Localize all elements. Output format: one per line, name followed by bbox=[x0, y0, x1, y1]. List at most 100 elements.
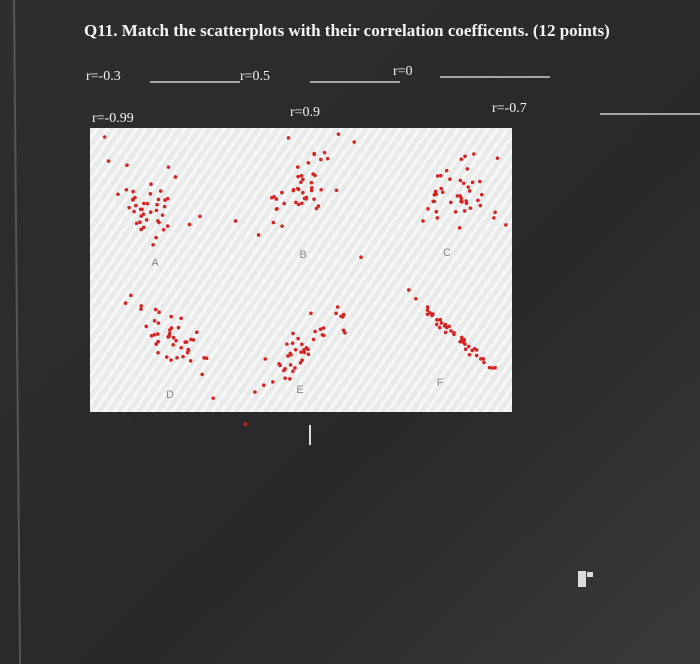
scatter-dot bbox=[291, 369, 295, 374]
scatter-dot bbox=[438, 317, 443, 322]
scatter-dot bbox=[233, 219, 238, 223]
scatter-dot bbox=[472, 346, 477, 351]
scatter-dot bbox=[156, 321, 161, 325]
scatter-dot bbox=[306, 352, 311, 357]
scatter-dot bbox=[425, 305, 430, 309]
scatter-dot bbox=[463, 154, 467, 159]
scatter-dot bbox=[171, 343, 175, 347]
scatter-dot bbox=[152, 318, 157, 323]
scatter-dot bbox=[495, 156, 500, 160]
scatter-dot bbox=[463, 347, 468, 352]
scatter-dot bbox=[288, 363, 293, 367]
scatter-dot bbox=[174, 338, 178, 343]
scatter-dot bbox=[125, 163, 129, 168]
scatter-dot bbox=[474, 353, 479, 358]
scatter-dot bbox=[309, 180, 314, 185]
scatter-dot bbox=[296, 336, 300, 341]
scatter-dot bbox=[270, 195, 274, 200]
scatter-dot bbox=[299, 350, 303, 355]
scatter-dot bbox=[286, 354, 290, 358]
scatter-dot bbox=[133, 195, 137, 200]
scatter-dot bbox=[282, 368, 286, 373]
scatter-dot bbox=[139, 307, 143, 311]
answer-label: r=0.9 bbox=[290, 105, 320, 120]
scatter-dot bbox=[319, 187, 323, 192]
scatter-dot bbox=[145, 201, 150, 206]
panel-letter: D bbox=[166, 389, 174, 401]
scatter-dot bbox=[462, 209, 467, 213]
scatter-dot bbox=[176, 325, 181, 330]
scatter-dot bbox=[478, 179, 482, 184]
scatter-dot bbox=[306, 161, 311, 165]
scatter-dot bbox=[181, 354, 185, 359]
scatter-dot bbox=[493, 210, 497, 215]
scatter-dot bbox=[166, 335, 171, 339]
question-title: Q11. Match the scatterplots with their c… bbox=[84, 21, 610, 40]
panel-letter: C bbox=[443, 247, 451, 259]
scatter-dot bbox=[195, 330, 199, 335]
scatter-dot bbox=[124, 187, 129, 192]
scatterplots: A B C D E F bbox=[102, 132, 508, 426]
scatter-dot bbox=[492, 216, 496, 220]
scatter-dot bbox=[302, 347, 306, 352]
scatter-dot bbox=[156, 197, 161, 202]
scatter-dot bbox=[343, 330, 347, 335]
scatter-dot bbox=[296, 202, 301, 207]
scatter-dot bbox=[285, 342, 289, 346]
scatter-dot bbox=[138, 207, 143, 212]
scatter-dot bbox=[467, 344, 471, 349]
answer-label: r=-0.99 bbox=[92, 111, 134, 126]
scatter-dot bbox=[457, 225, 462, 230]
scatter-dot bbox=[342, 312, 346, 317]
panel-letter: B bbox=[299, 249, 306, 261]
scatter-dot bbox=[200, 372, 204, 377]
scatter-dot bbox=[476, 198, 480, 203]
scatter-dot bbox=[262, 383, 266, 387]
scatter-dot bbox=[435, 216, 440, 220]
cursor-icon bbox=[578, 571, 593, 587]
scatter-dot bbox=[263, 357, 268, 361]
scatter-dot bbox=[336, 132, 341, 136]
scatter-dot bbox=[313, 173, 317, 178]
scatter-dot bbox=[352, 140, 356, 144]
scatter-dot bbox=[277, 361, 281, 366]
scatter-dot bbox=[253, 390, 257, 394]
scatter-dot bbox=[152, 333, 157, 337]
scatter-dot bbox=[271, 220, 276, 225]
scatter-dot bbox=[435, 174, 440, 178]
scatter-dot bbox=[312, 151, 316, 156]
scatter-dot bbox=[300, 342, 304, 347]
scatter-dot bbox=[134, 203, 138, 208]
scatter-dot bbox=[173, 175, 178, 179]
scatter-dot bbox=[169, 358, 173, 362]
scatter-dot bbox=[164, 355, 169, 359]
scatter-dot bbox=[138, 220, 142, 224]
scatter-dot bbox=[439, 321, 444, 325]
scatter-image bbox=[90, 128, 512, 412]
scatter-dot bbox=[154, 235, 158, 240]
scatter-dot bbox=[302, 350, 307, 355]
scatter-dot bbox=[298, 360, 303, 365]
scatter-dot bbox=[168, 328, 172, 332]
scatter-dot bbox=[175, 355, 179, 360]
scatter-dot bbox=[318, 327, 323, 331]
scatter-dot bbox=[325, 156, 330, 161]
scatter-dot bbox=[179, 345, 183, 350]
scatter-dot bbox=[433, 189, 438, 194]
panel-letter: F bbox=[437, 377, 444, 389]
scatter-dot bbox=[309, 188, 314, 193]
scatter-dot bbox=[318, 157, 323, 162]
scatter-dot bbox=[306, 347, 310, 352]
scatter-dot bbox=[156, 339, 160, 344]
scatter-dot bbox=[148, 192, 153, 196]
scatter-dot bbox=[322, 150, 327, 155]
scatter-dot bbox=[467, 189, 472, 193]
scatter-dot bbox=[299, 180, 303, 185]
scatter-dot bbox=[316, 204, 321, 208]
scatter-dot bbox=[116, 192, 120, 197]
scatter-dot bbox=[198, 214, 202, 219]
scatter-dot bbox=[455, 194, 460, 198]
scatter-dot bbox=[479, 357, 483, 361]
scatter-dot bbox=[129, 293, 133, 298]
scatter-dot bbox=[154, 208, 159, 213]
